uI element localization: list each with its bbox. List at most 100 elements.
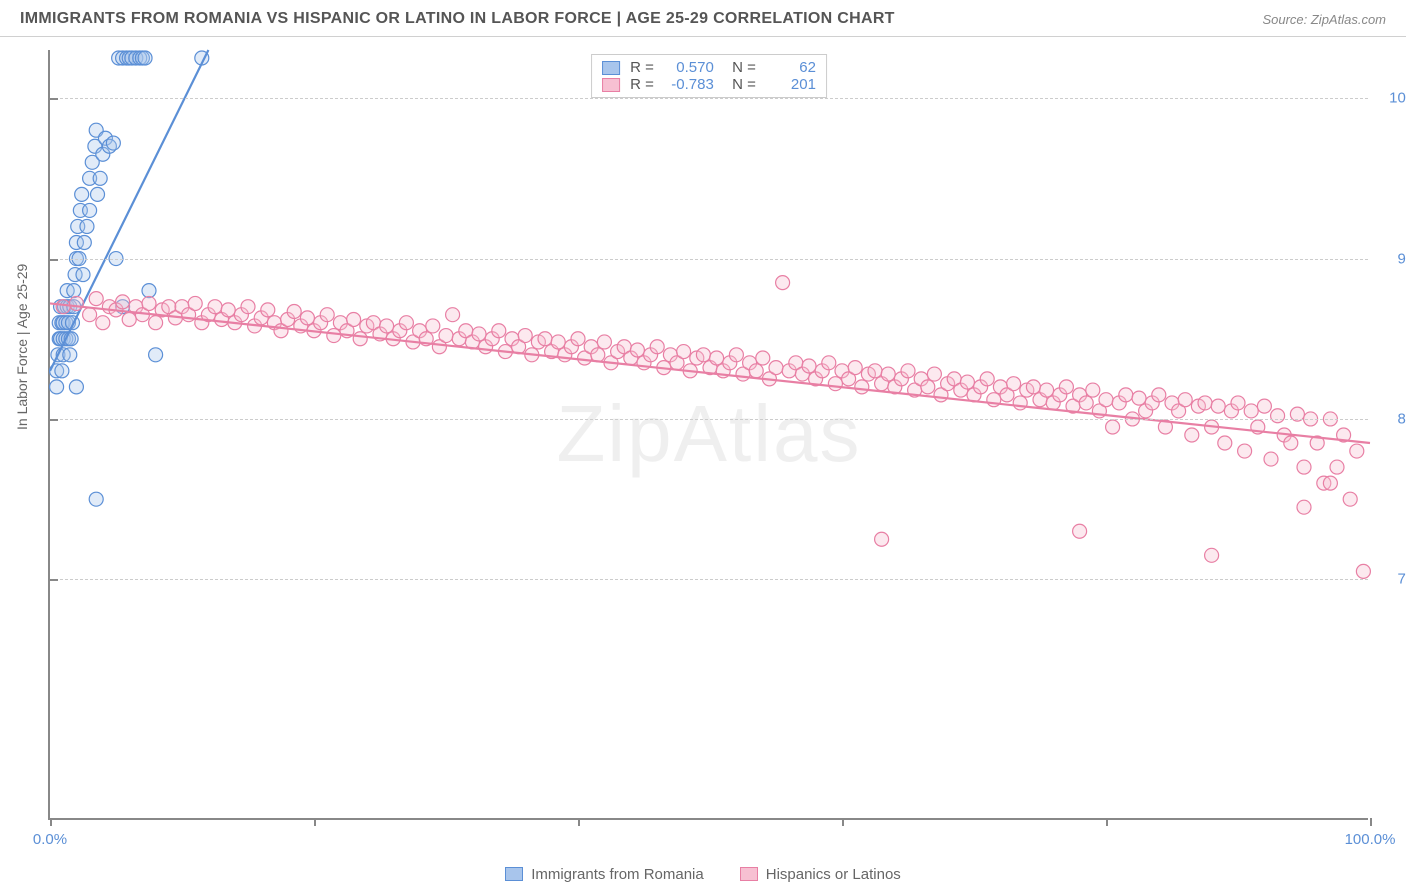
scatter-point bbox=[696, 348, 710, 362]
scatter-point bbox=[921, 380, 935, 394]
y-tick-label: 80.0% bbox=[1376, 410, 1406, 427]
scatter-point bbox=[1218, 436, 1232, 450]
y-tick bbox=[50, 579, 58, 581]
scatter-point bbox=[855, 380, 869, 394]
scatter-point bbox=[116, 295, 130, 309]
scatter-point bbox=[89, 292, 103, 306]
scatter-point bbox=[149, 348, 163, 362]
scatter-point bbox=[1323, 476, 1337, 490]
x-tick bbox=[50, 818, 52, 826]
scatter-point bbox=[901, 364, 915, 378]
x-tick bbox=[578, 818, 580, 826]
correlation-legend: R = 0.570 N = 62 R = -0.783 N = 201 bbox=[591, 54, 827, 98]
scatter-point bbox=[518, 329, 532, 343]
series-name-1: Hispanics or Latinos bbox=[766, 866, 901, 883]
y-tick-label: 90.0% bbox=[1376, 250, 1406, 267]
scatter-point bbox=[927, 367, 941, 381]
x-tick bbox=[314, 818, 316, 826]
n-value-1: 201 bbox=[766, 76, 816, 93]
scatter-point bbox=[56, 300, 70, 314]
scatter-point bbox=[551, 335, 565, 349]
scatter-point bbox=[83, 308, 97, 322]
scatter-point bbox=[221, 303, 235, 317]
scatter-point bbox=[426, 319, 440, 333]
y-tick-label: 100.0% bbox=[1376, 90, 1406, 107]
x-tick bbox=[842, 818, 844, 826]
gridline-h bbox=[50, 259, 1368, 260]
scatter-point bbox=[875, 532, 889, 546]
title-bar: IMMIGRANTS FROM ROMANIA VS HISPANIC OR L… bbox=[0, 0, 1406, 37]
scatter-point bbox=[1007, 377, 1021, 391]
scatter-point bbox=[1106, 420, 1120, 434]
scatter-point bbox=[399, 316, 413, 330]
scatter-point bbox=[1284, 436, 1298, 450]
scatter-point bbox=[828, 377, 842, 391]
scatter-point bbox=[1330, 460, 1344, 474]
scatter-point bbox=[106, 136, 120, 150]
scatter-point bbox=[1356, 564, 1370, 578]
scatter-point bbox=[492, 324, 506, 338]
scatter-point bbox=[848, 361, 862, 375]
scatter-point bbox=[776, 276, 790, 290]
scatter-point bbox=[1079, 396, 1093, 410]
scatter-point bbox=[1238, 444, 1252, 458]
scatter-point bbox=[63, 348, 77, 362]
x-tick bbox=[1106, 818, 1108, 826]
scatter-point bbox=[142, 284, 156, 298]
scatter-point bbox=[188, 296, 202, 310]
scatter-point bbox=[822, 356, 836, 370]
scatter-point bbox=[241, 300, 255, 314]
r-value-0: 0.570 bbox=[664, 59, 714, 76]
r-value-1: -0.783 bbox=[664, 76, 714, 93]
scatter-point bbox=[1132, 391, 1146, 405]
scatter-point bbox=[1178, 393, 1192, 407]
scatter-point bbox=[1343, 492, 1357, 506]
scatter-point bbox=[380, 319, 394, 333]
scatter-point bbox=[439, 329, 453, 343]
n-value-0: 62 bbox=[766, 59, 816, 76]
x-tick bbox=[1370, 818, 1372, 826]
scatter-point bbox=[1152, 388, 1166, 402]
scatter-point bbox=[1099, 393, 1113, 407]
gridline-h bbox=[50, 579, 1368, 580]
chart-plot-area: R = 0.570 N = 62 R = -0.783 N = 201 ZipA… bbox=[48, 50, 1368, 820]
scatter-point bbox=[677, 345, 691, 359]
x-tick-label: 100.0% bbox=[1345, 831, 1396, 848]
scatter-point bbox=[1231, 396, 1245, 410]
x-tick-label: 0.0% bbox=[33, 831, 67, 848]
scatter-point bbox=[769, 361, 783, 375]
scatter-point bbox=[300, 311, 314, 325]
legend-item-0: Immigrants from Romania bbox=[505, 866, 704, 883]
scatter-point bbox=[1211, 399, 1225, 413]
scatter-point bbox=[50, 380, 64, 394]
y-tick bbox=[50, 259, 58, 261]
scatter-point bbox=[76, 268, 90, 282]
scatter-point bbox=[77, 236, 91, 250]
scatter-point bbox=[1040, 383, 1054, 397]
scatter-point bbox=[980, 372, 994, 386]
scatter-point bbox=[96, 316, 110, 330]
scatter-point bbox=[1059, 380, 1073, 394]
scatter-point bbox=[83, 203, 97, 217]
scatter-point bbox=[472, 327, 486, 341]
scatter-point bbox=[80, 219, 94, 233]
scatter-point bbox=[1297, 500, 1311, 514]
scatter-point bbox=[122, 313, 136, 327]
scatter-point bbox=[571, 332, 585, 346]
scatter-point bbox=[69, 296, 83, 310]
scatter-point bbox=[347, 313, 361, 327]
scatter-point bbox=[142, 296, 156, 310]
legend-swatch-0 bbox=[602, 61, 620, 75]
scatter-point bbox=[1350, 444, 1364, 458]
scatter-point bbox=[261, 303, 275, 317]
scatter-point bbox=[868, 364, 882, 378]
scatter-point bbox=[802, 359, 816, 373]
scatter-point bbox=[1026, 380, 1040, 394]
scatter-point bbox=[1244, 404, 1258, 418]
scatter-point bbox=[69, 380, 83, 394]
chart-title: IMMIGRANTS FROM ROMANIA VS HISPANIC OR L… bbox=[20, 10, 895, 28]
scatter-point bbox=[89, 492, 103, 506]
scatter-point bbox=[75, 187, 89, 201]
scatter-point bbox=[591, 348, 605, 362]
scatter-point bbox=[650, 340, 664, 354]
